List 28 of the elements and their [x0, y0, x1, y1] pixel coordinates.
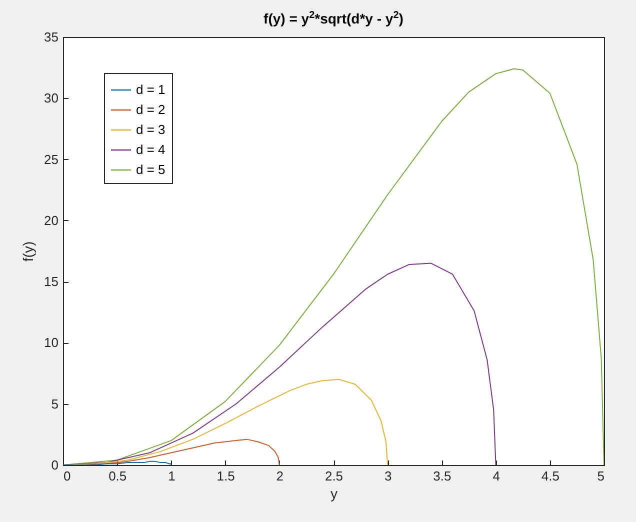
x-tick-label: 2.5 [324, 468, 344, 484]
y-tick-label: 15 [44, 274, 58, 290]
y-tick-label: 35 [44, 30, 58, 44]
x-tick-label: 4.5 [541, 468, 560, 484]
x-tick-label: 0 [64, 468, 71, 484]
x-tick-label: 3 [384, 468, 392, 484]
legend-label: d = 2 [136, 102, 166, 117]
x-tick-label: 4 [492, 468, 500, 484]
x-tick-label: 1.5 [216, 468, 235, 484]
x-tick-label: 3.5 [433, 468, 452, 484]
line-series [63, 68, 604, 465]
x-axis-title: y [330, 486, 338, 502]
y-tick-label: 30 [44, 90, 58, 106]
y-tick-label: 20 [44, 212, 58, 228]
y-tick-label: 5 [51, 396, 58, 412]
y-axis-title: f(y) [20, 241, 36, 262]
legend-label: d = 4 [136, 142, 166, 157]
x-tick-label: 2 [276, 468, 284, 484]
y-tick-label: 0 [51, 458, 58, 472]
x-tick-label: 1 [168, 468, 176, 484]
legend-label: d = 1 [136, 82, 166, 97]
legend-label: d = 3 [136, 122, 166, 137]
x-tick-label: 0.5 [108, 468, 127, 484]
chart-title: f(y) = y$^{2}$*sqrt(d*y - y$^{2}$) [262, 10, 404, 27]
legend-label: d = 5 [136, 162, 166, 177]
y-tick-label: 10 [44, 335, 58, 350]
y-tick-label: 25 [44, 152, 58, 167]
x-tick-label: 5 [597, 468, 604, 484]
